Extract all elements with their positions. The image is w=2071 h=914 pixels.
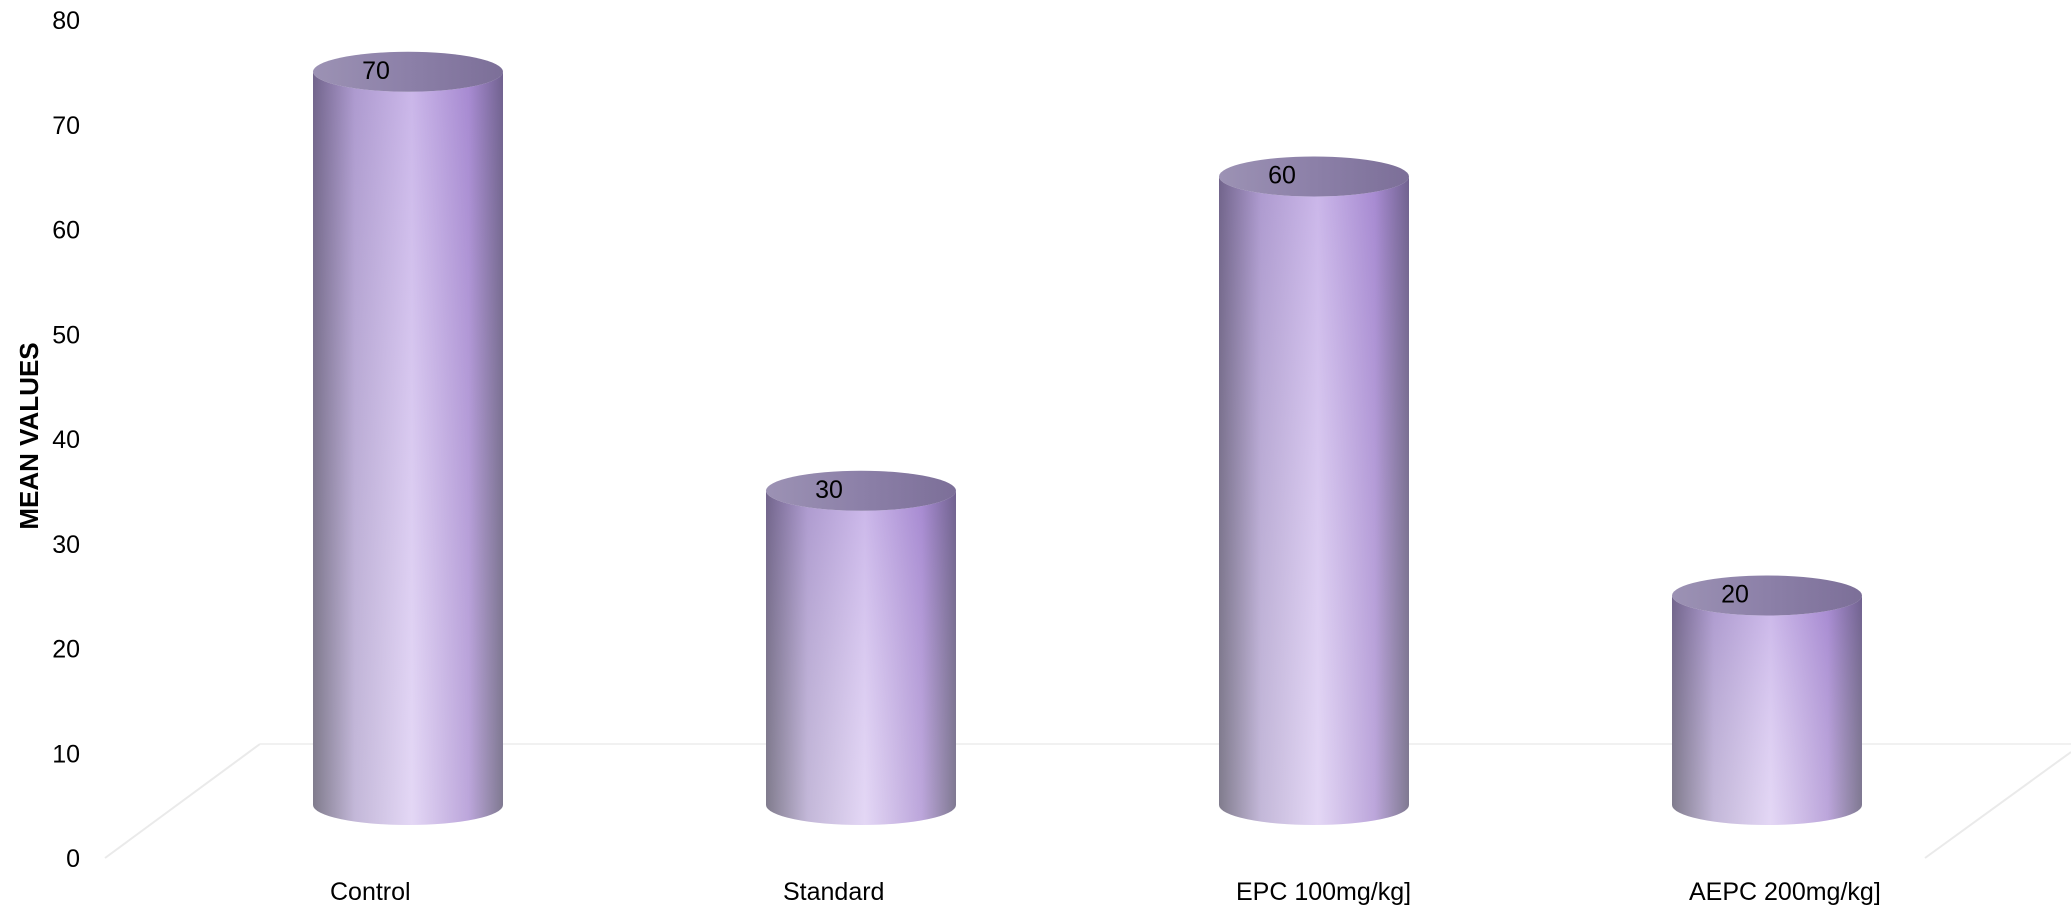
y-tick-label: 60 [52, 217, 80, 245]
y-tick-label: 80 [52, 7, 80, 35]
y-axis-title: MEAN VALUES [14, 342, 44, 529]
bar-top [1672, 575, 1862, 616]
data-label: 60 [1268, 162, 1296, 190]
bars [313, 51, 1862, 825]
data-label: 70 [362, 57, 390, 85]
data-label: 30 [815, 476, 843, 504]
x-axis-categories: Control Standard EPC 100mg/kg] AEPC 200mg/k… [330, 878, 1881, 906]
x-category-label: Control [330, 878, 411, 906]
data-label: 20 [1721, 581, 1749, 609]
floor-edge-right [1924, 751, 2071, 859]
y-tick-label: 40 [52, 426, 80, 454]
bar-top [766, 470, 956, 511]
bar-shade [1672, 595, 1862, 825]
bar-shade [1219, 176, 1409, 825]
y-tick-label: 20 [52, 636, 80, 664]
bar [766, 470, 956, 825]
floor-edge-left [104, 743, 261, 859]
y-tick-label: 0 [66, 845, 80, 873]
y-tick-label: 30 [52, 531, 80, 559]
bar-top [1219, 156, 1409, 197]
bar-shade [313, 71, 503, 825]
bar-shade [766, 490, 956, 825]
x-category-label: EPC 100mg/kg] [1236, 878, 1411, 906]
bar [313, 51, 503, 825]
x-category-label: AEPC 200mg/kg] [1689, 878, 1881, 906]
data-labels: 70 30 60 20 [362, 57, 1749, 609]
y-tick-label: 10 [52, 740, 80, 768]
y-axis-ticks: 0 10 20 30 40 50 60 70 80 [52, 7, 80, 873]
y-tick-label: 70 [52, 112, 80, 140]
bar [1672, 575, 1862, 825]
y-tick-label: 50 [52, 321, 80, 349]
bar-top [313, 51, 503, 92]
x-category-label: Standard [783, 878, 884, 906]
bar [1219, 156, 1409, 825]
